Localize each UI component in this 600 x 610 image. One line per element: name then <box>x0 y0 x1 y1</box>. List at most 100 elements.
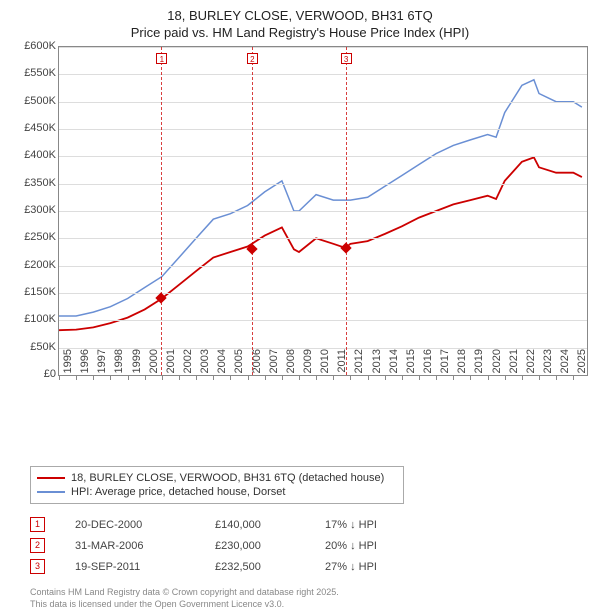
x-axis-label: 2012 <box>353 349 365 384</box>
x-tick <box>419 375 420 380</box>
sale-row-diff: 20% ↓ HPI <box>325 540 425 552</box>
x-tick <box>453 375 454 380</box>
sale-row: 2 31-MAR-2006£230,00020% ↓ HPI <box>30 535 590 556</box>
x-tick <box>145 375 146 380</box>
x-axis-label: 1999 <box>131 349 143 384</box>
y-axis-label: £250K <box>12 231 56 243</box>
sale-row-marker: 2 <box>30 538 45 553</box>
x-axis-label: 2007 <box>268 349 280 384</box>
sales-table: 120-DEC-2000£140,00017% ↓ HPI231-MAR-200… <box>30 514 590 577</box>
plot-area: 123 <box>58 46 588 376</box>
x-axis-label: 2021 <box>508 349 520 384</box>
x-tick <box>368 375 369 380</box>
sale-row-diff: 27% ↓ HPI <box>325 561 425 573</box>
x-axis-label: 2014 <box>388 349 400 384</box>
x-tick <box>573 375 574 380</box>
x-axis-label: 1995 <box>62 349 74 384</box>
sale-vline <box>346 47 347 375</box>
x-tick <box>196 375 197 380</box>
y-axis-label: £50K <box>12 341 56 353</box>
gridline <box>59 238 587 239</box>
x-tick <box>333 375 334 380</box>
x-tick <box>470 375 471 380</box>
gridline <box>59 102 587 103</box>
x-axis-label: 2022 <box>525 349 537 384</box>
x-axis-label: 2010 <box>319 349 331 384</box>
x-tick <box>282 375 283 380</box>
gridline <box>59 47 587 48</box>
gridline <box>59 266 587 267</box>
y-axis-label: £300K <box>12 204 56 216</box>
y-axis-label: £200K <box>12 259 56 271</box>
gridline <box>59 74 587 75</box>
legend-label-property: 18, BURLEY CLOSE, VERWOOD, BH31 6TQ (det… <box>71 472 384 484</box>
x-tick <box>248 375 249 380</box>
sale-row-price: £230,000 <box>215 540 325 552</box>
x-tick <box>402 375 403 380</box>
x-axis-label: 2002 <box>182 349 194 384</box>
x-axis-label: 2017 <box>439 349 451 384</box>
y-axis-label: £600K <box>12 40 56 52</box>
x-tick <box>385 375 386 380</box>
sale-row-date: 19-SEP-2011 <box>75 561 215 573</box>
x-tick <box>299 375 300 380</box>
x-axis-label: 1996 <box>79 349 91 384</box>
sale-row-price: £140,000 <box>215 519 325 531</box>
y-axis-label: £400K <box>12 149 56 161</box>
sale-row-date: 31-MAR-2006 <box>75 540 215 552</box>
chart: 123 £0 £50K £100K £150K £200K £250K £300K £350K… <box>10 46 590 426</box>
sale-row: 3 19-SEP-2011£232,50027% ↓ HPI <box>30 556 590 577</box>
sale-row-price: £232,500 <box>215 561 325 573</box>
x-tick <box>265 375 266 380</box>
x-axis-label: 2000 <box>148 349 160 384</box>
y-axis-label: £350K <box>12 177 56 189</box>
x-axis-label: 1997 <box>96 349 108 384</box>
x-tick <box>505 375 506 380</box>
x-axis-label: 2008 <box>285 349 297 384</box>
x-tick <box>128 375 129 380</box>
legend: 18, BURLEY CLOSE, VERWOOD, BH31 6TQ (det… <box>30 466 404 504</box>
y-axis-label: £450K <box>12 122 56 134</box>
gridline <box>59 211 587 212</box>
sale-row-diff: 17% ↓ HPI <box>325 519 425 531</box>
x-tick <box>522 375 523 380</box>
x-axis-label: 1998 <box>113 349 125 384</box>
x-tick <box>110 375 111 380</box>
x-tick <box>179 375 180 380</box>
sale-marker-box: 1 <box>156 53 167 64</box>
x-tick <box>488 375 489 380</box>
x-axis-label: 2009 <box>302 349 314 384</box>
x-axis-label: 2016 <box>422 349 434 384</box>
x-axis-label: 2005 <box>233 349 245 384</box>
series-line <box>59 80 582 316</box>
x-tick <box>162 375 163 380</box>
x-axis-label: 2015 <box>405 349 417 384</box>
y-axis-label: £100K <box>12 313 56 325</box>
chart-title-line2: Price paid vs. HM Land Registry's House … <box>10 25 590 40</box>
footer-line1: Contains HM Land Registry data © Crown c… <box>30 587 590 599</box>
legend-swatch-hpi <box>37 491 65 493</box>
x-axis-label: 2019 <box>473 349 485 384</box>
sale-row-marker: 1 <box>30 517 45 532</box>
x-tick <box>230 375 231 380</box>
x-tick <box>93 375 94 380</box>
x-axis-label: 2024 <box>559 349 571 384</box>
footer-attribution: Contains HM Land Registry data © Crown c… <box>30 587 590 610</box>
x-tick <box>350 375 351 380</box>
x-tick <box>556 375 557 380</box>
x-axis-label: 2025 <box>576 349 588 384</box>
sale-marker-box: 3 <box>341 53 352 64</box>
y-axis-label: £0 <box>12 368 56 380</box>
sale-row-marker: 3 <box>30 559 45 574</box>
gridline <box>59 156 587 157</box>
x-tick <box>316 375 317 380</box>
gridline <box>59 293 587 294</box>
legend-label-hpi: HPI: Average price, detached house, Dors… <box>71 486 285 498</box>
x-tick <box>539 375 540 380</box>
x-axis-label: 2020 <box>491 349 503 384</box>
x-axis-label: 2003 <box>199 349 211 384</box>
legend-swatch-property <box>37 477 65 479</box>
sale-vline <box>252 47 253 375</box>
y-axis-label: £150K <box>12 286 56 298</box>
x-tick <box>59 375 60 380</box>
